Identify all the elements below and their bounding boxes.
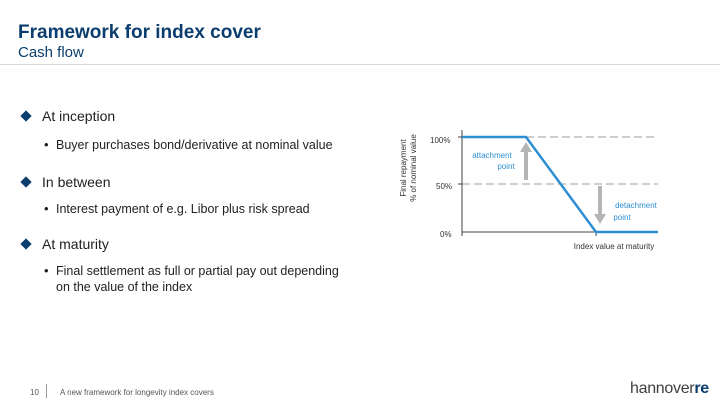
sub-bullet-in-between: • Interest payment of e.g. Libor plus ri… xyxy=(22,201,416,217)
y-tick-50: 50% xyxy=(436,182,452,191)
footer-divider xyxy=(46,384,47,398)
logo-main: hannover xyxy=(630,380,695,397)
attachment-label-line1: attachment xyxy=(472,151,512,160)
diamond-bullet-icon xyxy=(20,238,32,250)
payout-line xyxy=(462,135,658,234)
page-title: Framework for index cover xyxy=(18,22,261,43)
payout-diagram: Final repayment % of nominal value 100% … xyxy=(399,130,658,251)
detachment-arrow-head-icon xyxy=(594,214,606,224)
y-tick-100: 100% xyxy=(430,136,450,145)
dot-bullet-icon: • xyxy=(44,137,49,152)
hannover-re-logo: hannoverre xyxy=(630,380,709,398)
attachment-arrow-head-icon xyxy=(520,142,532,152)
bullet-in-between: In between xyxy=(20,174,402,190)
footer-text: A new framework for longevity index cove… xyxy=(60,388,214,397)
y-tick-0: 0% xyxy=(440,230,452,239)
x-axis-label: Index value at maturity xyxy=(574,242,654,251)
detachment-label-line2: point xyxy=(613,213,631,222)
y-axis-label-line1: Final repayment xyxy=(399,139,408,197)
sub-bullet-text-line2: on the value of the index xyxy=(56,280,193,294)
sub-bullet-text: Buyer purchases bond/derivative at nomin… xyxy=(56,138,333,152)
sub-bullet-maturity: • Final settlement as full or partial pa… xyxy=(22,263,386,295)
logo-accent: re xyxy=(694,380,709,397)
diamond-bullet-icon xyxy=(20,176,32,188)
y-axis-label-line2: % of nominal value xyxy=(409,134,418,202)
page-number: 10 xyxy=(30,388,39,397)
dot-bullet-icon: • xyxy=(44,201,49,216)
bullet-heading: In between xyxy=(42,174,111,190)
sub-bullet-inception: • Buyer purchases bond/derivative at nom… xyxy=(22,137,416,153)
bullet-inception: At inception xyxy=(20,108,402,124)
diamond-bullet-icon xyxy=(20,110,32,122)
bullet-heading: At inception xyxy=(42,108,116,124)
bullet-heading: At maturity xyxy=(42,236,109,252)
sub-bullet-text: Interest payment of e.g. Libor plus risk… xyxy=(56,202,310,216)
page-subtitle: Cash flow xyxy=(18,44,84,61)
detachment-label-line1: detachment xyxy=(615,201,658,210)
header-divider xyxy=(0,64,720,65)
attachment-label-line2: point xyxy=(497,162,515,171)
dot-bullet-icon: • xyxy=(44,263,49,278)
bullet-maturity: At maturity xyxy=(20,236,402,252)
sub-bullet-text-line1: Final settlement as full or partial pay … xyxy=(56,264,339,278)
